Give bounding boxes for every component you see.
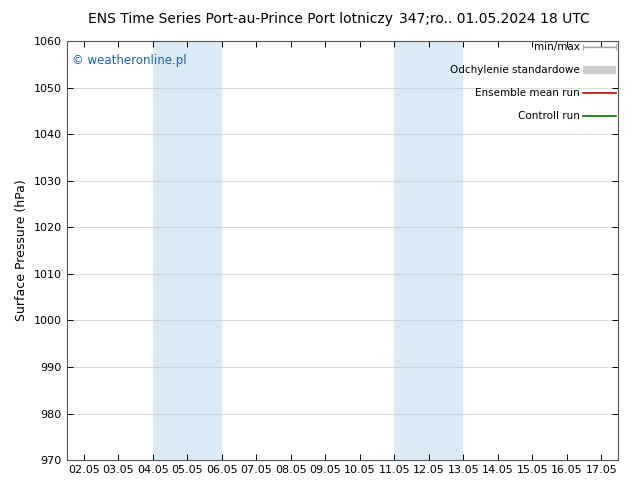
Text: Odchylenie standardowe: Odchylenie standardowe: [450, 65, 580, 75]
Bar: [394, 41, 463, 460]
Text: Controll run: Controll run: [518, 112, 580, 122]
Y-axis label: Surface Pressure (hPa): Surface Pressure (hPa): [15, 180, 28, 321]
Text: Ensemble mean run: Ensemble mean run: [475, 88, 580, 98]
Text: ENS Time Series Port-au-Prince Port lotniczy: ENS Time Series Port-au-Prince Port lotn…: [88, 12, 394, 26]
Text: 347;ro.. 01.05.2024 18 UTC: 347;ro.. 01.05.2024 18 UTC: [399, 12, 590, 26]
Bar: [153, 41, 222, 460]
Text: min/max: min/max: [534, 42, 580, 52]
Text: © weatheronline.pl: © weatheronline.pl: [72, 53, 186, 67]
